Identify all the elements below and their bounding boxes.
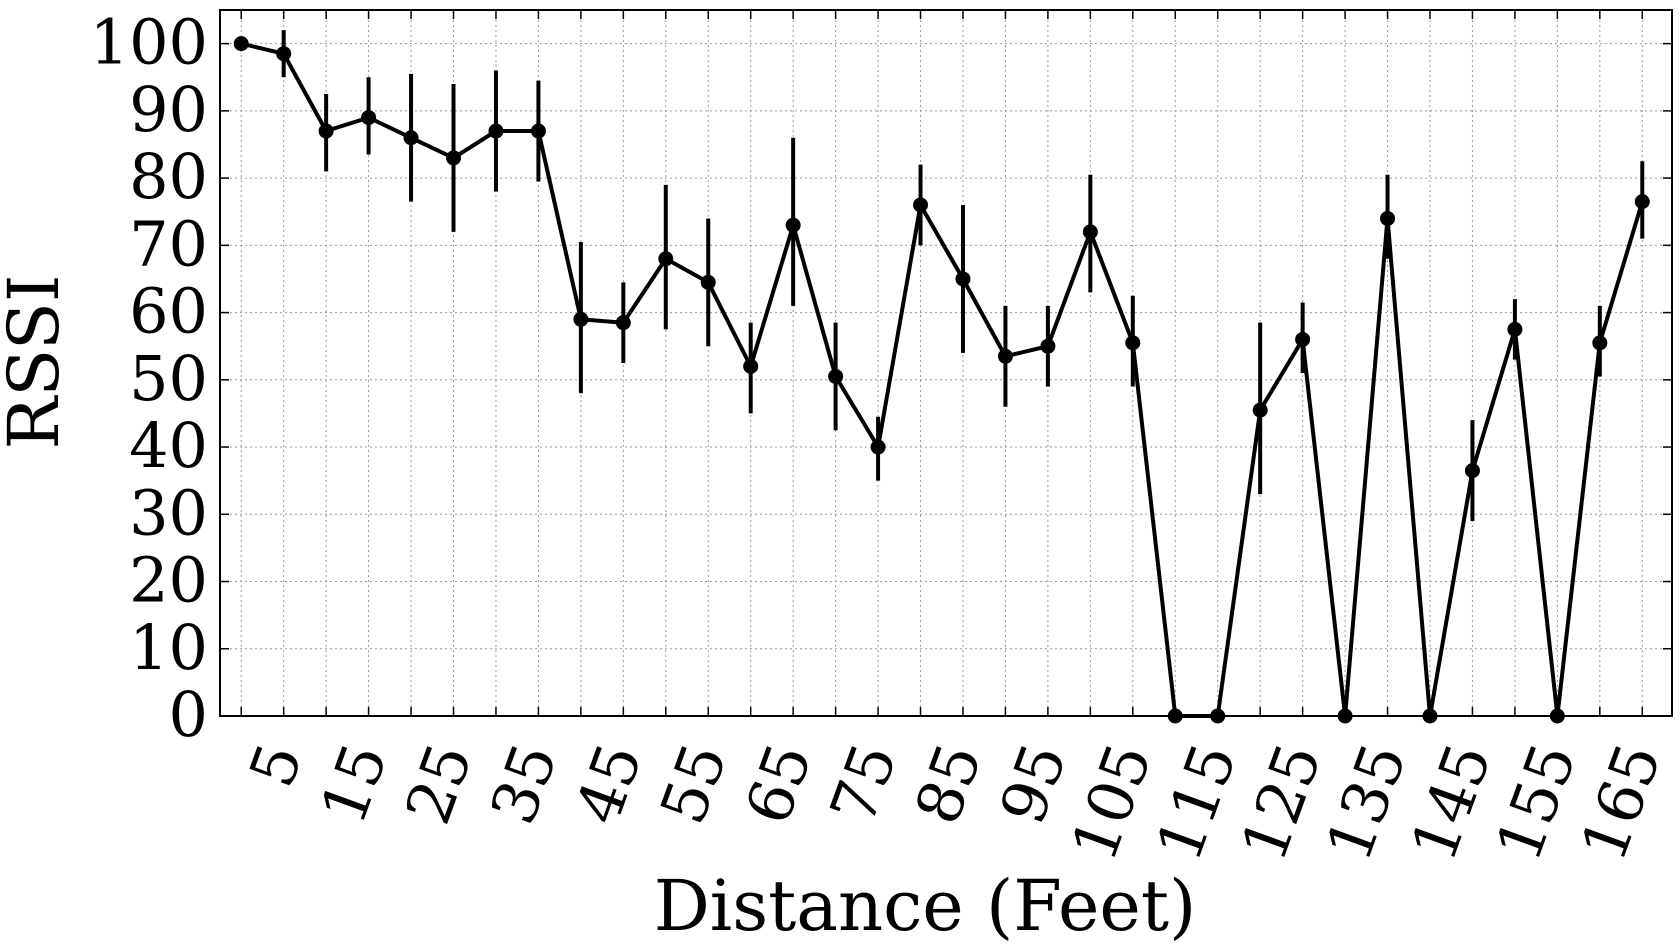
rssi-series-line	[240, 41, 1645, 718]
x-tick-label: 155	[1482, 734, 1591, 870]
x-tick-label: 85	[901, 734, 997, 833]
data-point	[913, 197, 929, 213]
data-point	[318, 123, 334, 139]
data-point	[446, 150, 462, 166]
data-point	[488, 123, 504, 139]
y-tick-label: 80	[129, 140, 208, 213]
data-point	[276, 46, 292, 62]
x-tick-label: 15	[306, 734, 402, 833]
axis-ticks	[220, 10, 1672, 717]
data-point	[1125, 335, 1141, 351]
x-tick-label: 55	[646, 734, 742, 833]
y-tick-label: 10	[129, 611, 208, 684]
x-tick-label: 45	[561, 734, 657, 833]
y-tick-label: 20	[129, 544, 208, 617]
data-point	[1082, 224, 1098, 240]
grid-lines	[220, 10, 1672, 717]
data-point	[1507, 321, 1523, 337]
data-point	[785, 217, 801, 233]
y-tick-label: 100	[90, 6, 208, 79]
x-tick-label: 65	[731, 734, 827, 833]
y-tick-label: 30	[129, 476, 208, 549]
data-point	[1295, 331, 1311, 347]
data-point	[828, 368, 844, 384]
data-point	[361, 110, 377, 126]
data-point	[615, 315, 631, 331]
data-point	[1337, 708, 1353, 724]
x-tick-label: 25	[391, 734, 487, 833]
data-point	[870, 439, 886, 455]
y-tick-label: 40	[129, 409, 208, 482]
data-point	[233, 36, 249, 52]
data-point	[1252, 402, 1268, 418]
x-tick-label: 5	[235, 734, 317, 796]
x-tick-label: 145	[1397, 734, 1506, 870]
data-point	[403, 130, 419, 146]
data-point	[1422, 708, 1438, 724]
rssi-data-points	[233, 36, 1650, 724]
x-tick-label: 35	[476, 734, 572, 833]
data-point	[743, 358, 759, 374]
x-axis-title: Distance (Feet)	[654, 865, 1197, 947]
data-point	[1549, 708, 1565, 724]
y-axis-title: RSSI	[0, 274, 75, 449]
x-tick-label: 75	[816, 734, 912, 833]
data-point	[530, 123, 546, 139]
data-point	[700, 274, 716, 290]
data-point	[658, 251, 674, 267]
data-point	[1167, 708, 1183, 724]
data-point	[1380, 210, 1396, 226]
plot-area-frame	[219, 9, 1673, 717]
data-point	[955, 271, 971, 287]
y-tick-label: 70	[129, 207, 208, 280]
y-tick-label: 0	[169, 678, 208, 751]
data-point	[1634, 194, 1650, 210]
x-tick-label: 135	[1312, 734, 1421, 870]
data-point	[997, 348, 1013, 364]
data-point	[1210, 708, 1226, 724]
y-tick-label: 90	[129, 73, 208, 146]
x-tick-label: 125	[1227, 734, 1336, 870]
x-tick-label: 105	[1057, 734, 1166, 870]
data-point	[1592, 335, 1608, 351]
x-tick-label: 165	[1566, 734, 1675, 870]
y-tick-label: 60	[129, 275, 208, 348]
data-point	[1464, 463, 1480, 479]
y-tick-label: 50	[129, 342, 208, 415]
x-tick-label: 115	[1142, 734, 1251, 870]
data-point	[1040, 338, 1056, 354]
data-point	[573, 311, 589, 327]
